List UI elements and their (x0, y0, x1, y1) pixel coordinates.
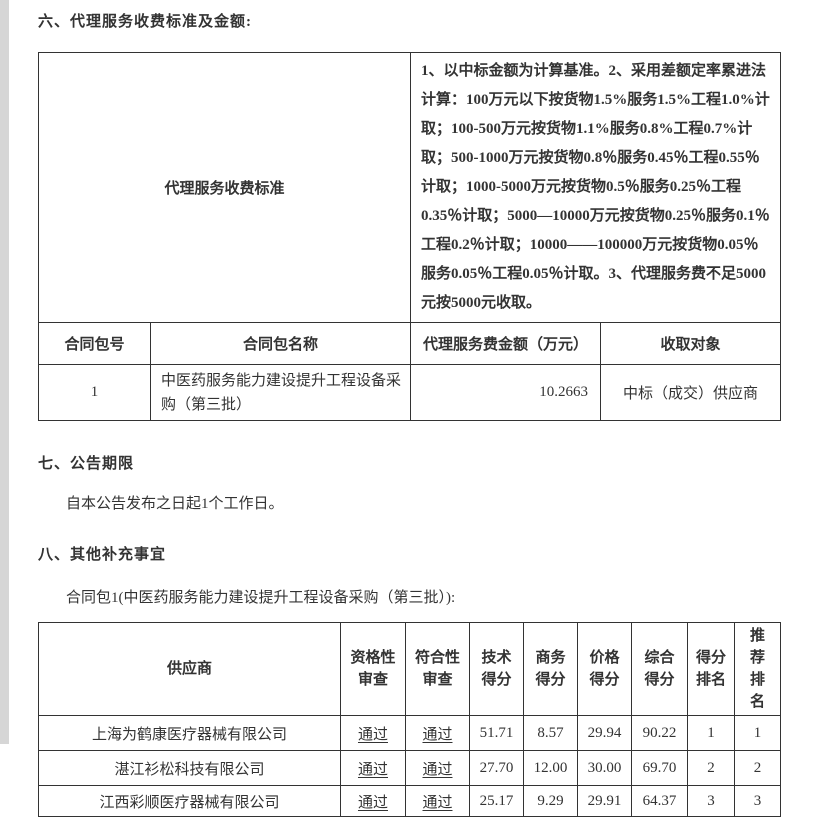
supplier-score-table: 供应商 资格性审查 符合性审查 技术得分 商务得分 价格得分 综合得分 得分排名… (38, 622, 781, 817)
score-table-header-row: 供应商 资格性审查 符合性审查 技术得分 商务得分 价格得分 综合得分 得分排名… (38, 622, 781, 716)
table-row: 上海为鹤康医疗器械有限公司 通过 通过 51.71 8.57 29.94 90.… (38, 715, 781, 751)
recommend-rank-cell: 3 (734, 785, 781, 817)
technical-score-cell: 27.70 (469, 750, 524, 786)
header-score-rank: 得分排名 (687, 622, 735, 716)
header-technical-score: 技术得分 (469, 622, 524, 716)
supplier-name-cell: 湛江衫松科技有限公司 (38, 750, 341, 786)
score-rank-cell: 2 (687, 750, 735, 786)
header-conformity-review: 符合性审查 (405, 622, 470, 716)
fee-standard-text: 1、以中标金额为计算基准。2、采用差额定率累进法计算：100万元以下按货物1.5… (410, 52, 782, 323)
agency-fee-table: 代理服务收费标准 1、以中标金额为计算基准。2、采用差额定率累进法计算：100万… (37, 52, 782, 421)
section8-title: 八、其他补充事宜 (38, 547, 167, 563)
qualification-pass-link[interactable]: 通过 (340, 750, 406, 786)
recommend-rank-cell: 1 (734, 715, 781, 751)
score-rank-cell: 3 (687, 785, 735, 817)
package-caption: 合同包1(中医药服务能力建设提升工程设备采购（第三批）): (66, 590, 456, 606)
package-name-cell: 中医药服务能力建设提升工程设备采购（第三批） (149, 364, 412, 421)
header-total-score: 综合得分 (631, 622, 688, 716)
header-business-score: 商务得分 (523, 622, 578, 716)
fee-table-data-row: 1 中医药服务能力建设提升工程设备采购（第三批） 10.2663 中标（成交）供… (38, 364, 782, 421)
business-score-cell: 9.29 (523, 785, 578, 817)
announcement-document: 六、代理服务收费标准及金额: 代理服务收费标准 1、以中标金额为计算基准。2、采… (37, 0, 782, 817)
page-left-edge (0, 0, 9, 744)
header-qualification-review: 资格性审查 (340, 622, 406, 716)
score-rank-cell: 1 (687, 715, 735, 751)
qualification-pass-link[interactable]: 通过 (340, 785, 406, 817)
total-score-cell: 90.22 (631, 715, 688, 751)
table-row: 湛江衫松科技有限公司 通过 通过 27.70 12.00 30.00 69.70… (38, 750, 781, 786)
table-row: 江西彩顺医疗器械有限公司 通过 通过 25.17 9.29 29.91 64.3… (38, 785, 781, 817)
price-score-cell: 29.91 (577, 785, 632, 817)
header-package-no: 合同包号 (38, 322, 151, 365)
supplier-name-cell: 上海为鹤康医疗器械有限公司 (38, 715, 341, 751)
announcement-period-text: 自本公告发布之日起1个工作日。 (66, 496, 284, 512)
header-package-name: 合同包名称 (149, 322, 412, 365)
technical-score-cell: 51.71 (469, 715, 524, 751)
price-score-cell: 30.00 (577, 750, 632, 786)
qualification-pass-link[interactable]: 通过 (340, 715, 406, 751)
section7-title: 七、公告期限 (38, 456, 135, 472)
header-recommend-rank: 推荐排名 (734, 622, 781, 716)
package-no-cell: 1 (38, 364, 151, 421)
fee-table-header-row: 合同包号 合同包名称 代理服务费金额（万元） 收取对象 (38, 322, 782, 365)
price-score-cell: 29.94 (577, 715, 632, 751)
fee-standard-row: 代理服务收费标准 1、以中标金额为计算基准。2、采用差额定率累进法计算：100万… (37, 52, 782, 323)
business-score-cell: 12.00 (523, 750, 578, 786)
technical-score-cell: 25.17 (469, 785, 524, 817)
header-supplier: 供应商 (38, 622, 341, 716)
header-payer: 收取对象 (600, 322, 782, 365)
recommend-rank-cell: 2 (734, 750, 781, 786)
conformity-pass-link[interactable]: 通过 (405, 715, 470, 751)
fee-standard-label: 代理服务收费标准 (37, 52, 412, 323)
conformity-pass-link[interactable]: 通过 (405, 785, 470, 817)
business-score-cell: 8.57 (523, 715, 578, 751)
conformity-pass-link[interactable]: 通过 (405, 750, 470, 786)
supplier-name-cell: 江西彩顺医疗器械有限公司 (38, 785, 341, 817)
fee-amount-cell: 10.2663 (410, 364, 602, 421)
header-fee-amount: 代理服务费金额（万元） (410, 322, 602, 365)
section6-title: 六、代理服务收费标准及金额: (38, 14, 252, 30)
total-score-cell: 64.37 (631, 785, 688, 817)
header-price-score: 价格得分 (577, 622, 632, 716)
total-score-cell: 69.70 (631, 750, 688, 786)
payer-cell: 中标（成交）供应商 (600, 364, 782, 421)
